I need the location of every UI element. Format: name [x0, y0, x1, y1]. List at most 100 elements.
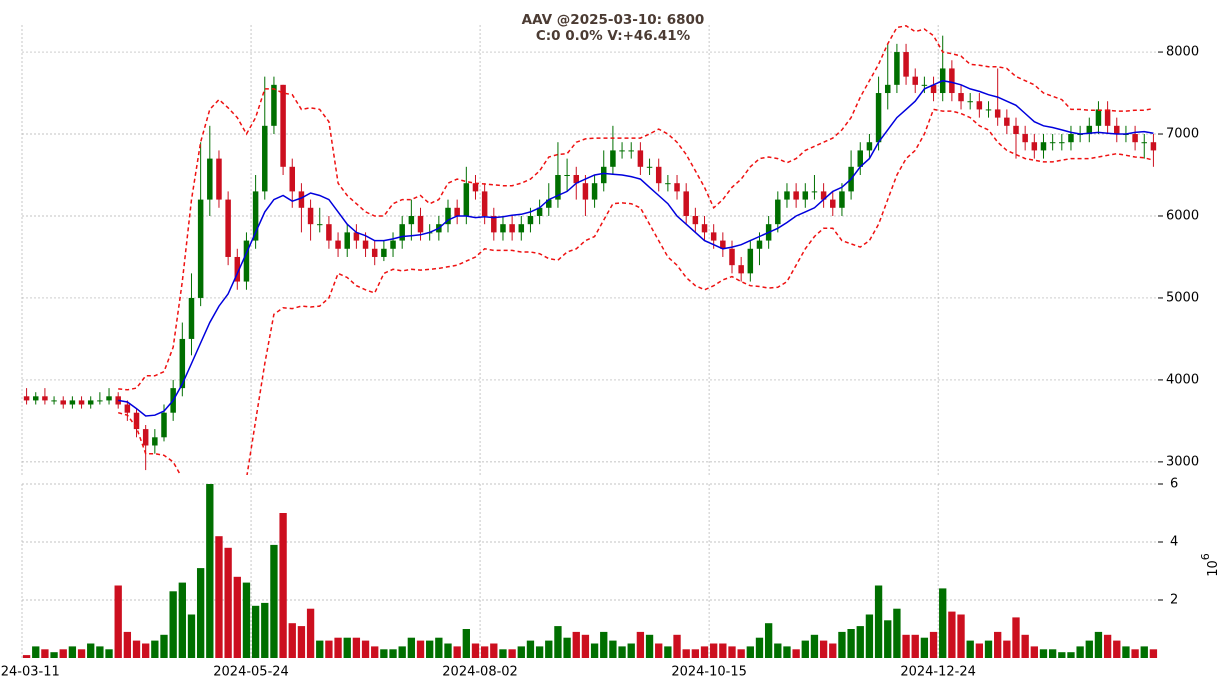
- candle-body: [555, 175, 561, 200]
- volume-bar: [600, 631, 608, 658]
- volume-bar: [1021, 634, 1029, 658]
- volume-bar: [1122, 646, 1130, 658]
- exponent: 6: [1199, 553, 1212, 560]
- candle-body: [463, 183, 470, 216]
- volume-bar: [563, 637, 571, 658]
- candle-body: [903, 52, 909, 77]
- candle-body: [1086, 125, 1093, 135]
- volume-bar: [994, 631, 1002, 658]
- candle-body: [87, 400, 94, 405]
- volume-bar: [142, 643, 150, 658]
- volume-bar: [444, 643, 452, 658]
- volume-bar: [462, 629, 470, 658]
- volume-bar: [948, 611, 956, 658]
- x-tick-label: 2024-10-15: [671, 665, 747, 680]
- candle-body: [729, 248, 735, 266]
- volume-bar: [215, 536, 223, 658]
- candle-body: [674, 183, 680, 192]
- volume-bar: [114, 585, 122, 658]
- candle-body: [371, 248, 378, 257]
- volume-bar: [160, 634, 168, 658]
- volume-bar: [178, 582, 186, 658]
- candle-body: [316, 224, 323, 226]
- candle-body: [967, 101, 973, 103]
- volume-bar: [627, 643, 635, 658]
- upper-line: [118, 25, 1154, 391]
- candle-body: [811, 191, 818, 193]
- volume-bar: [838, 631, 846, 658]
- volume-bar: [829, 643, 837, 658]
- candle-body: [665, 183, 671, 185]
- candle-body: [188, 297, 195, 339]
- candle-body: [23, 396, 30, 401]
- candle-body: [683, 191, 689, 216]
- volume-bar: [1030, 646, 1038, 658]
- candle-body: [491, 215, 497, 233]
- candle-body: [161, 412, 167, 438]
- candle-body: [445, 207, 451, 225]
- volume-bar: [416, 640, 425, 658]
- volume-bar: [407, 637, 416, 658]
- candle-body: [326, 224, 332, 241]
- exponent-base: 10: [1206, 560, 1221, 577]
- candle-body: [1150, 142, 1157, 151]
- candle-body: [1059, 142, 1065, 144]
- volume-bar: [590, 643, 599, 658]
- volume-bar: [966, 640, 974, 658]
- volume-bar: [50, 652, 58, 658]
- candle-body: [179, 338, 186, 389]
- volume-bar: [746, 646, 754, 658]
- candle-body: [243, 240, 250, 282]
- volume-bar: [920, 637, 929, 658]
- volume-bar: [691, 649, 700, 658]
- volume-bar: [242, 582, 251, 658]
- candle-body: [509, 224, 515, 233]
- volume-bar: [22, 655, 31, 658]
- volume-bar: [957, 614, 965, 658]
- volume-tick-label: 4: [1170, 535, 1178, 550]
- candle-body: [344, 232, 350, 249]
- volume-bar: [810, 634, 819, 658]
- y-tick-label: 7000: [1166, 127, 1199, 142]
- candle-body: [1004, 117, 1010, 126]
- x-tick-label: 2024-03-11: [0, 665, 60, 680]
- volume-bar: [343, 637, 351, 658]
- candle-body: [390, 240, 396, 249]
- volume-bar: [710, 643, 718, 658]
- x-tick-label: 2024-05-24: [213, 665, 289, 680]
- volume-bar: [435, 637, 443, 658]
- volume-bar: [508, 649, 516, 658]
- candle-body: [564, 175, 570, 176]
- candle-body: [262, 125, 268, 192]
- volume-tick-label: 2: [1170, 593, 1178, 608]
- candle-body: [298, 191, 305, 208]
- volume-bar: [535, 646, 544, 658]
- volume-bar: [224, 547, 232, 658]
- volume-bar: [151, 640, 159, 658]
- candle-body: [1068, 134, 1074, 143]
- volume-bar: [783, 646, 791, 658]
- candle-body: [628, 150, 634, 152]
- candle-body: [600, 166, 607, 184]
- volume-bar: [856, 626, 864, 658]
- volume-bar: [1113, 640, 1121, 658]
- volume-bar: [96, 646, 104, 658]
- volume-bar: [764, 623, 773, 658]
- candle-body: [994, 109, 1001, 118]
- volume-bar: [645, 634, 654, 658]
- candle-body: [106, 396, 112, 401]
- volume-bar: [572, 631, 580, 658]
- candle-body: [857, 150, 864, 167]
- candle-body: [1022, 134, 1028, 143]
- candle-body: [225, 199, 231, 257]
- volume-bar: [334, 637, 342, 658]
- volume-bar: [874, 585, 883, 658]
- volume-bar: [187, 614, 196, 658]
- candle-body: [884, 84, 891, 94]
- volume-bar: [939, 588, 947, 658]
- volume-bar: [719, 643, 727, 658]
- candle-body: [619, 150, 625, 152]
- volume-bar: [819, 640, 828, 658]
- volume-bar: [1067, 652, 1075, 658]
- volume-bar: [1085, 640, 1093, 658]
